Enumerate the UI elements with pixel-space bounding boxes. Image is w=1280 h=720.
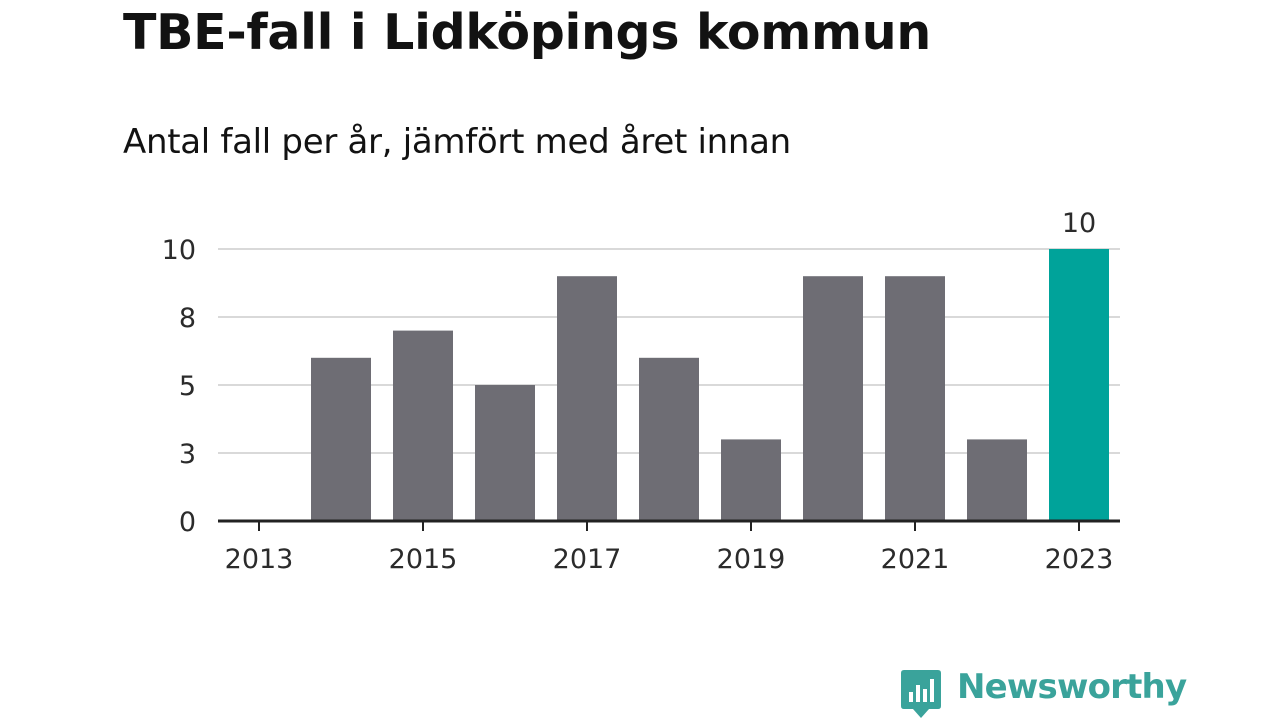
y-tick-label: 8 (179, 303, 196, 334)
bar-2015 (393, 330, 453, 521)
newsworthy-logo: Newsworthy (901, 667, 1187, 720)
y-tick-label: 10 (162, 235, 196, 266)
bar-2023 (1049, 249, 1109, 521)
bar-2019 (721, 439, 781, 521)
x-tick-label: 2017 (553, 544, 622, 575)
bar-2021 (885, 276, 945, 521)
x-tick-label: 2023 (1045, 544, 1114, 575)
bar-2020 (803, 276, 863, 521)
bar-2022 (967, 439, 1027, 521)
bar-2017 (557, 276, 617, 521)
bar-2014 (311, 357, 371, 521)
x-tick-label: 2013 (225, 544, 294, 575)
bar-chart: 0 3 5 8 10 10 2013 2015 2017 2019 2021 2023 (162, 208, 1120, 575)
brand-name: Newsworthy (957, 667, 1187, 707)
data-label: 10 (1062, 208, 1096, 239)
y-tick-label: 3 (179, 439, 196, 470)
x-tick-label: 2019 (717, 544, 786, 575)
x-tick-label: 2021 (881, 544, 950, 575)
bar-2016 (475, 385, 535, 521)
chart-title: TBE-fall i Lidköpings kommun (123, 4, 931, 61)
bar-2018 (639, 357, 699, 521)
bar-chart-speech-bubble-icon (901, 670, 941, 718)
y-tick-label: 0 (179, 507, 196, 538)
chart-subtitle: Antal fall per år, jämfört med året inna… (123, 122, 791, 162)
y-tick-label: 5 (179, 371, 196, 402)
x-tick-label: 2015 (389, 544, 458, 575)
